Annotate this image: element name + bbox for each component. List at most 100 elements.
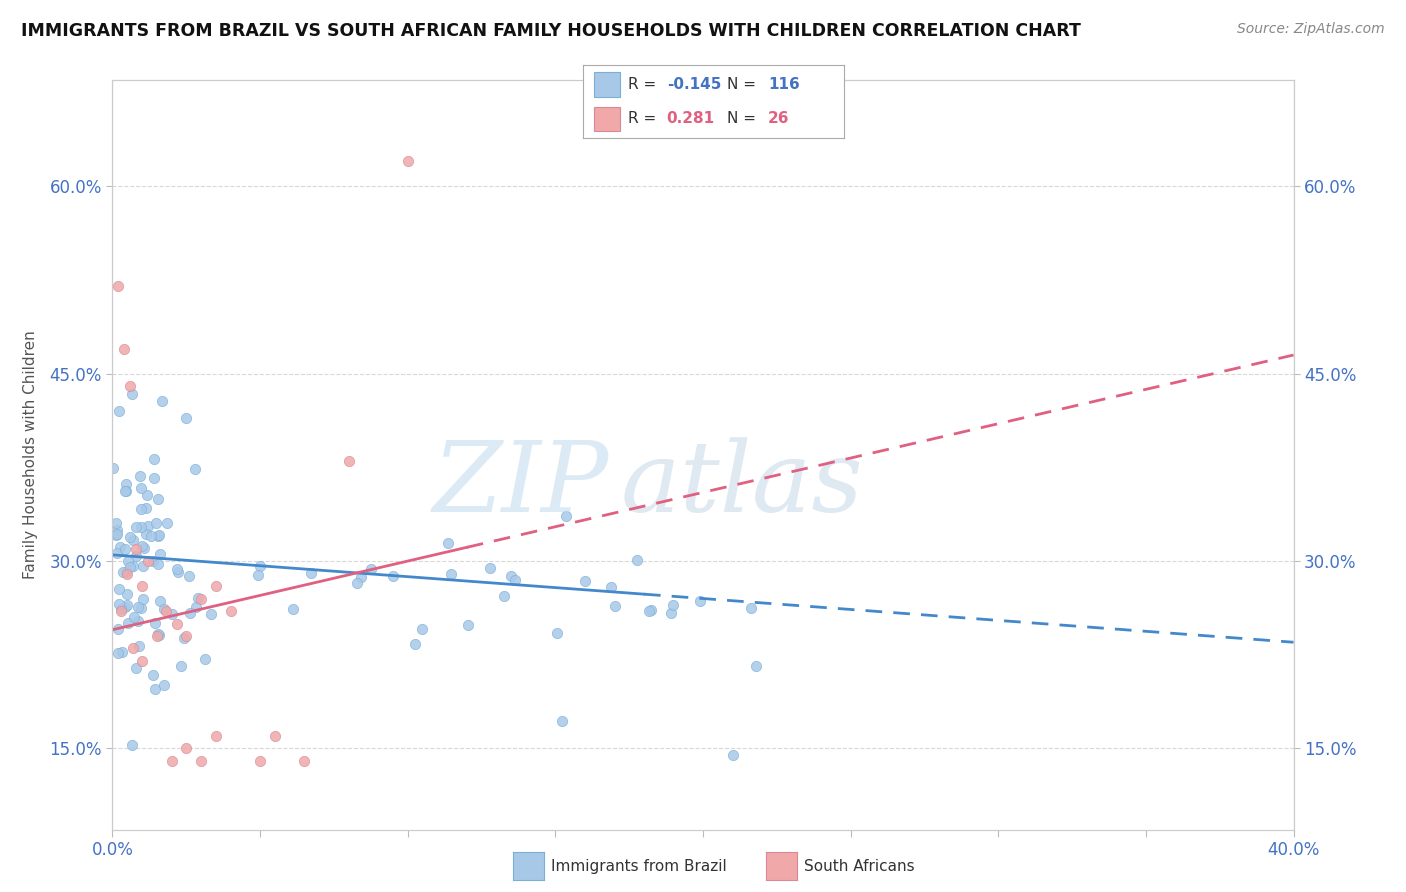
Point	[411, 622, 433, 636]
Point	[131, 539, 153, 553]
Point	[131, 579, 153, 593]
Point	[108, 598, 131, 612]
Point	[146, 627, 169, 641]
Point	[114, 541, 136, 556]
Point	[127, 615, 149, 629]
Point	[105, 546, 128, 560]
Point	[107, 646, 129, 660]
Point	[145, 516, 167, 530]
Point	[132, 541, 155, 556]
Point	[492, 589, 515, 603]
Point	[626, 553, 648, 567]
Point	[184, 462, 207, 476]
Point	[404, 637, 426, 651]
Point	[149, 594, 172, 608]
Y-axis label: Family Households with Children: Family Households with Children	[24, 331, 38, 579]
Text: IMMIGRANTS FROM BRAZIL VS SOUTH AFRICAN FAMILY HOUSEHOLDS WITH CHILDREN CORRELAT: IMMIGRANTS FROM BRAZIL VS SOUTH AFRICAN …	[21, 22, 1081, 40]
Point	[146, 491, 169, 506]
Point	[166, 566, 188, 580]
Point	[166, 562, 188, 576]
Point	[108, 582, 131, 596]
Point	[111, 645, 134, 659]
Point	[110, 604, 132, 618]
Point	[142, 668, 165, 682]
Point	[128, 640, 150, 654]
Point	[117, 553, 139, 567]
FancyBboxPatch shape	[593, 72, 620, 96]
Point	[112, 342, 135, 356]
Point	[190, 591, 212, 606]
Point	[440, 567, 463, 582]
Point	[264, 729, 287, 743]
Point	[166, 616, 188, 631]
Point	[129, 601, 152, 615]
Point	[160, 754, 183, 768]
Point	[125, 541, 148, 556]
Point	[122, 610, 145, 624]
Point	[194, 652, 217, 666]
Point	[689, 594, 711, 608]
Point	[162, 607, 184, 622]
Point	[105, 523, 128, 537]
FancyBboxPatch shape	[593, 107, 620, 131]
Text: 26: 26	[768, 111, 790, 126]
Point	[505, 573, 527, 587]
Text: Source: ZipAtlas.com: Source: ZipAtlas.com	[1237, 22, 1385, 37]
Point	[117, 615, 139, 630]
Text: ZIP: ZIP	[432, 437, 609, 533]
Point	[129, 481, 152, 495]
Point	[205, 579, 228, 593]
Point	[148, 628, 170, 642]
Point	[283, 601, 305, 615]
Point	[125, 520, 148, 534]
Point	[121, 533, 143, 547]
Point	[744, 659, 766, 673]
Text: N =: N =	[727, 111, 761, 126]
Point	[136, 554, 159, 568]
Point	[131, 654, 153, 668]
Point	[136, 518, 159, 533]
Point	[129, 520, 152, 534]
Point	[187, 591, 209, 605]
Point	[153, 678, 176, 692]
Point	[125, 661, 148, 675]
Point	[662, 598, 685, 612]
Point	[173, 631, 195, 645]
Point	[177, 569, 200, 583]
Text: 0.281: 0.281	[666, 111, 714, 126]
Point	[396, 154, 419, 169]
Point	[146, 629, 169, 643]
Point	[299, 566, 322, 581]
Point	[219, 604, 242, 618]
Point	[152, 601, 174, 615]
Point	[101, 460, 124, 475]
Point	[105, 528, 128, 542]
Point	[174, 629, 197, 643]
Point	[174, 741, 197, 756]
Point	[146, 557, 169, 571]
Point	[174, 410, 197, 425]
Point	[546, 626, 568, 640]
Point	[117, 566, 138, 581]
Point	[104, 516, 127, 530]
Text: R =: R =	[627, 77, 661, 92]
Text: atlas: atlas	[620, 437, 863, 533]
Point	[129, 502, 152, 516]
Point	[143, 471, 166, 485]
Point	[146, 529, 169, 543]
Point	[107, 403, 129, 417]
Point	[142, 554, 165, 568]
Point	[551, 714, 574, 728]
Point	[292, 754, 315, 768]
Point	[121, 387, 143, 401]
Point	[117, 587, 139, 601]
Point	[125, 549, 148, 563]
Point	[149, 547, 172, 561]
Point	[246, 568, 269, 582]
Point	[117, 599, 139, 613]
Point	[350, 570, 373, 584]
Point	[107, 623, 129, 637]
Point	[136, 488, 159, 502]
Point	[120, 530, 142, 544]
Point	[143, 452, 166, 467]
